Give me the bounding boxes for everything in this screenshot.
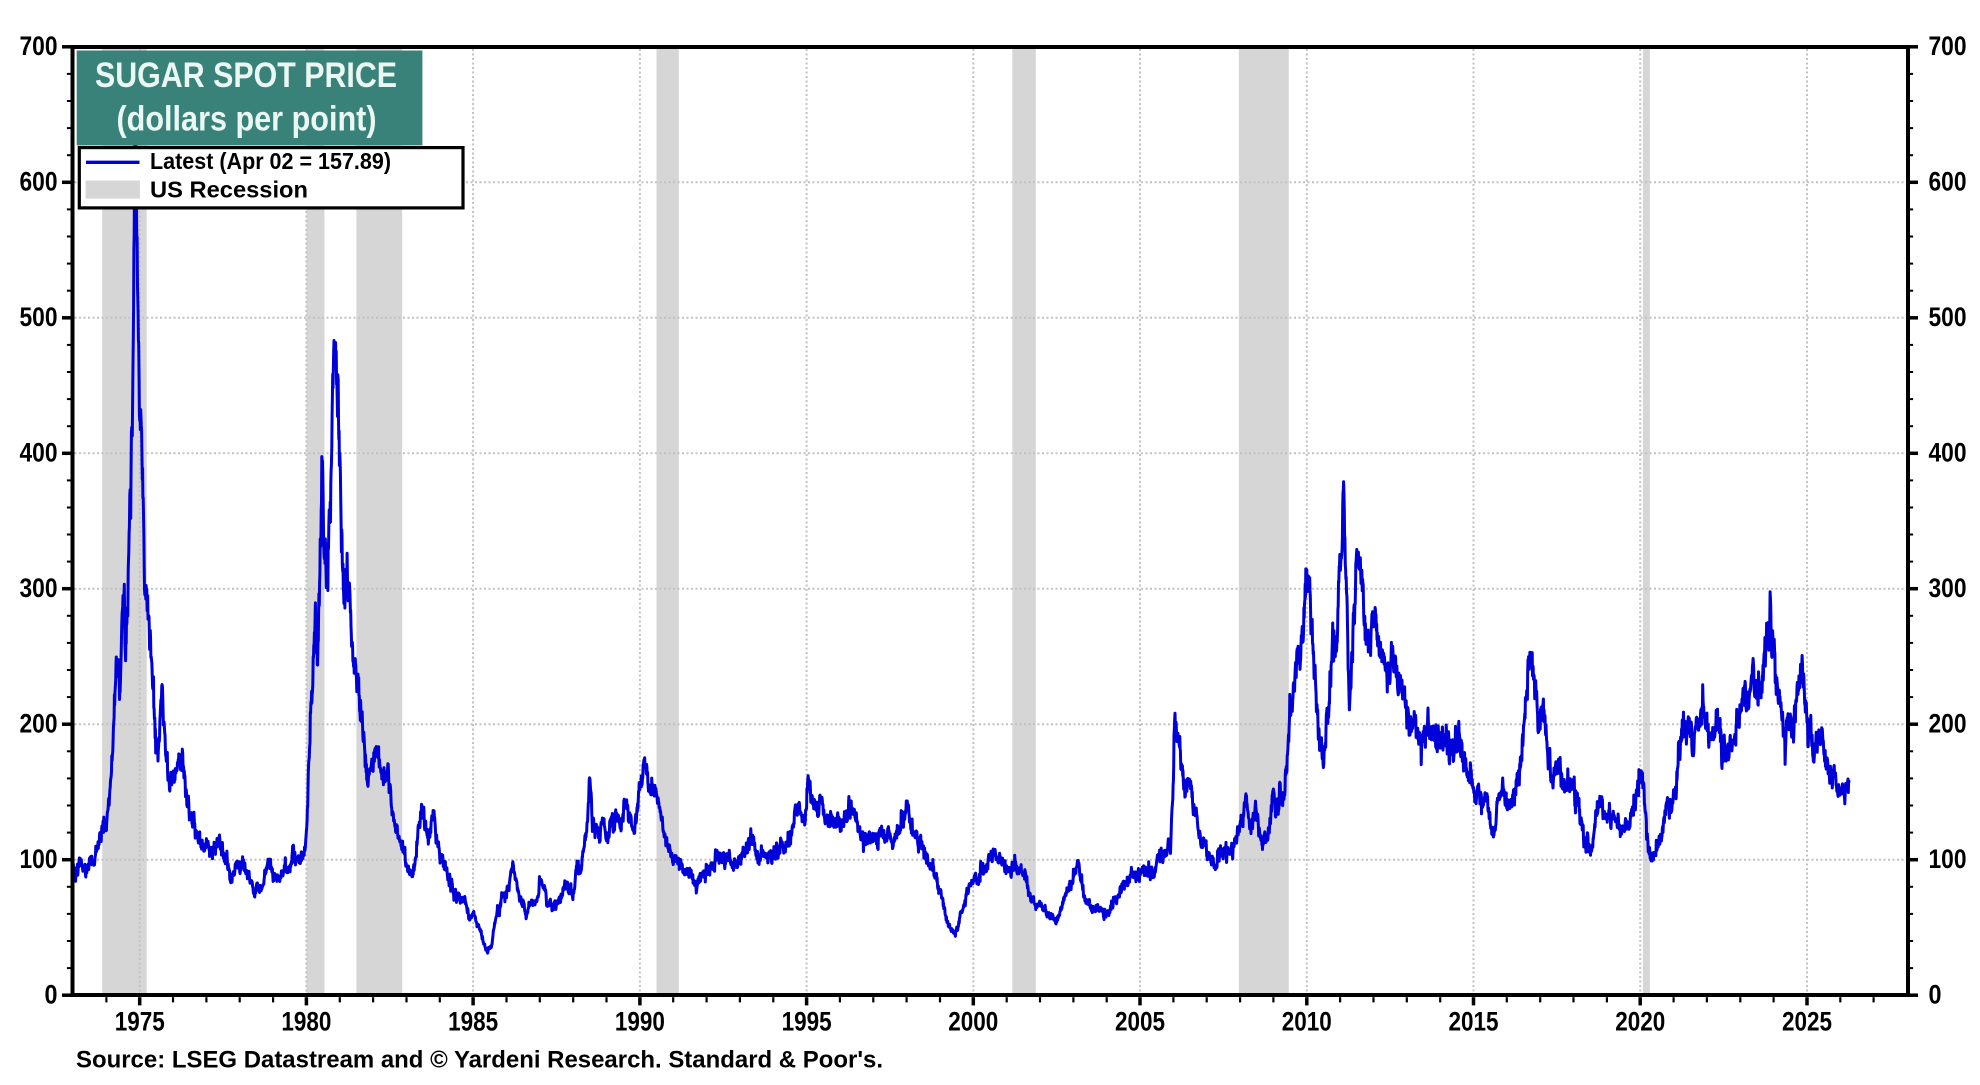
svg-text:2020: 2020: [1615, 1007, 1665, 1037]
svg-text:2010: 2010: [1282, 1007, 1332, 1037]
svg-text:0: 0: [1929, 980, 1942, 1010]
svg-text:1975: 1975: [115, 1007, 165, 1037]
svg-text:1995: 1995: [782, 1007, 832, 1037]
svg-text:2025: 2025: [1782, 1007, 1832, 1037]
svg-text:400: 400: [20, 438, 58, 468]
svg-text:600: 600: [1929, 167, 1967, 197]
svg-text:200: 200: [20, 709, 58, 739]
svg-text:Latest (Apr 02 = 157.89): Latest (Apr 02 = 157.89): [150, 148, 391, 174]
svg-text:(dollars per point): (dollars per point): [117, 100, 377, 139]
svg-text:1990: 1990: [615, 1007, 665, 1037]
svg-text:500: 500: [1929, 302, 1967, 332]
svg-text:500: 500: [20, 302, 58, 332]
svg-text:1985: 1985: [448, 1007, 498, 1037]
svg-text:300: 300: [20, 573, 58, 603]
svg-text:0: 0: [45, 980, 58, 1010]
svg-text:300: 300: [1929, 573, 1967, 603]
svg-text:100: 100: [20, 844, 58, 874]
svg-text:400: 400: [1929, 438, 1967, 468]
svg-text:100: 100: [1929, 844, 1967, 874]
svg-text:700: 700: [1929, 31, 1967, 61]
svg-text:SUGAR SPOT PRICE: SUGAR SPOT PRICE: [95, 56, 397, 95]
svg-text:600: 600: [20, 167, 58, 197]
svg-text:2005: 2005: [1115, 1007, 1165, 1037]
svg-text:200: 200: [1929, 709, 1967, 739]
svg-text:Source: LSEG Datastream and ©: Source: LSEG Datastream and © Yardeni Re…: [76, 1047, 883, 1074]
svg-text:2000: 2000: [948, 1007, 998, 1037]
svg-text:700: 700: [20, 31, 58, 61]
svg-text:2015: 2015: [1449, 1007, 1499, 1037]
svg-text:1980: 1980: [281, 1007, 331, 1037]
svg-text:US Recession: US Recession: [150, 176, 308, 202]
